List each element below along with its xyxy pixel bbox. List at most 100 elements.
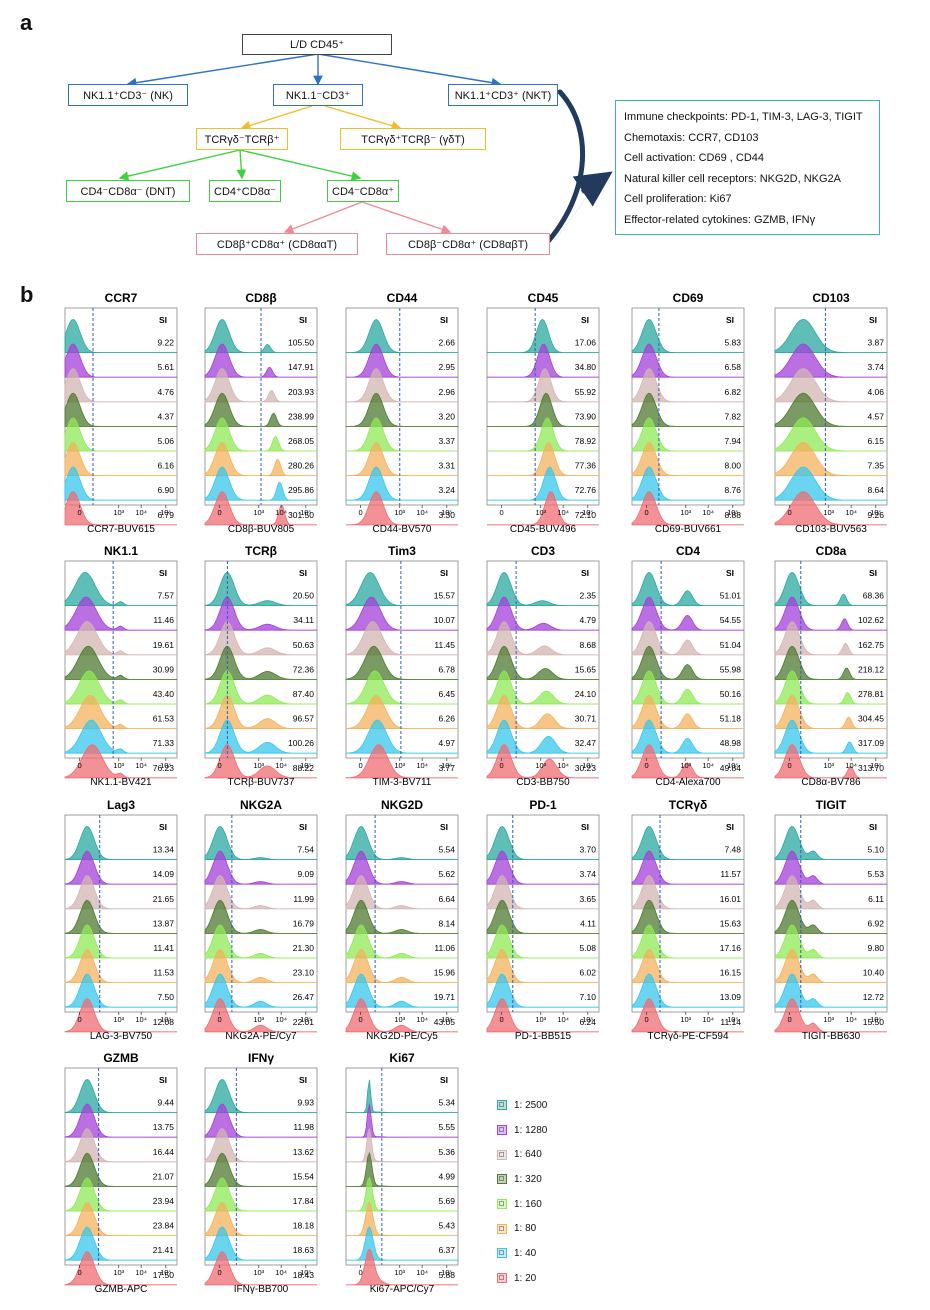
si-value: 105.50 [288, 338, 314, 348]
si-value: 21.07 [153, 1171, 175, 1181]
si-value: 15.65 [575, 664, 597, 674]
x-tick-label: 10³ [823, 1015, 834, 1024]
gate-nk: NK1.1⁺CD3⁻ (NK) [68, 84, 188, 106]
si-header: SI [299, 568, 307, 578]
x-tick-label: 0 [787, 1015, 791, 1024]
si-value: 11.46 [153, 615, 174, 625]
x-tick-label: 0 [217, 1015, 221, 1024]
si-value: 6.90 [157, 485, 174, 495]
x-tick-label: 10³ [535, 1015, 546, 1024]
si-value: 3.20 [438, 411, 455, 421]
plot-frame [64, 814, 178, 1013]
gate-cd4: CD4⁺CD8α⁻ [209, 180, 281, 202]
gate-live-cd45: L/D CD45⁺ [242, 34, 392, 55]
legend-label: 1: 40 [514, 1247, 537, 1259]
x-tick-label: 10³ [535, 761, 546, 770]
legend-label: 1: 20 [514, 1272, 537, 1284]
si-value: 11.06 [434, 943, 455, 953]
si-value: 72.10 [575, 510, 597, 520]
si-value: 72.36 [293, 664, 315, 674]
legend-label: 1: 80 [514, 1223, 537, 1235]
plot-frame [204, 1067, 318, 1266]
x-tick-label: 10⁵ [441, 1268, 452, 1277]
x-tick-label: 10⁵ [870, 761, 881, 770]
gate-tcrb: TCRγδ⁻TCRβ⁺ [196, 128, 288, 150]
si-value: 21.30 [293, 943, 315, 953]
si-value: 49.84 [720, 763, 742, 773]
si-value: 8.76 [724, 485, 741, 495]
si-value: 26.47 [293, 992, 315, 1002]
si-value: 5.61 [157, 362, 174, 372]
si-header: SI [581, 568, 589, 578]
x-tick-label: 10³ [823, 761, 834, 770]
plot-frame [486, 560, 600, 759]
si-value: 22.01 [293, 1017, 315, 1027]
histogram-panel: Ki67 SI 5.34 5.55 5.36 4.99 5.69 5.43 6.37 5.88 0 1… [345, 1051, 459, 1295]
si-value: 4.76 [157, 387, 174, 397]
gate-dnt: CD4⁻CD8α⁻ (DNT) [66, 180, 190, 202]
si-value: 5.06 [157, 436, 174, 446]
x-tick-label: 10³ [394, 1015, 405, 1024]
si-header: SI [726, 568, 734, 578]
x-axis-label: CD45-BUV496 [510, 524, 577, 535]
si-value: 6.02 [579, 968, 596, 978]
si-value: 96.57 [293, 714, 315, 724]
x-tick-label: 0 [358, 1268, 362, 1277]
x-axis-label: LAG-3-BV750 [90, 1031, 153, 1042]
x-tick-label: 10³ [113, 1268, 124, 1277]
histogram-title: TCRβ [245, 544, 277, 558]
si-value: 24.10 [575, 689, 597, 699]
si-value: 51.01 [720, 591, 742, 601]
si-value: 11.99 [293, 894, 314, 904]
plot-frame [204, 560, 318, 759]
si-value: 6.15 [867, 436, 884, 446]
si-value: 8.68 [579, 640, 596, 650]
x-tick-label: 10⁴ [275, 1268, 287, 1277]
si-value: 7.82 [724, 411, 741, 421]
si-value: 6.82 [724, 387, 741, 397]
si-value: 16.79 [293, 918, 315, 928]
x-axis-label: Ki67-APC/Cy7 [370, 1284, 435, 1295]
si-value: 7.54 [297, 845, 314, 855]
si-value: 73.90 [575, 411, 597, 421]
x-tick-label: 10⁵ [441, 1015, 452, 1024]
si-value: 23.94 [153, 1196, 175, 1206]
si-value: 4.37 [157, 411, 174, 421]
x-tick-label: 10⁵ [727, 761, 738, 770]
histogram-title: CD4 [676, 544, 700, 558]
x-tick-label: 10⁴ [845, 1015, 857, 1024]
si-value: 11.45 [434, 640, 455, 650]
si-value: 5.08 [579, 943, 596, 953]
si-value: 6.11 [868, 894, 884, 904]
si-value: 317.09 [858, 738, 884, 748]
x-tick-label: 10⁴ [275, 761, 287, 770]
si-value: 14.09 [153, 869, 175, 879]
x-tick-label: 10⁵ [582, 761, 593, 770]
si-header: SI [159, 1075, 167, 1085]
si-value: 8.64 [867, 485, 884, 495]
x-tick-label: 0 [77, 508, 81, 517]
x-tick-label: 10³ [535, 508, 546, 517]
si-value: 9.22 [157, 338, 174, 348]
si-header: SI [159, 315, 167, 325]
si-value: 3.77 [438, 763, 455, 773]
x-tick-label: 10⁴ [845, 508, 857, 517]
si-value: 4.11 [580, 918, 596, 928]
si-value: 43.05 [434, 1017, 456, 1027]
histogram-trace [346, 1128, 458, 1163]
x-tick-label: 10³ [394, 508, 405, 517]
marker-line: Cell activation: CD69 , CD44 [624, 152, 765, 164]
si-value: 13.62 [293, 1147, 315, 1157]
x-tick-label: 10⁴ [557, 1015, 569, 1024]
si-value: 3.74 [579, 869, 596, 879]
si-value: 13.09 [720, 992, 742, 1002]
si-value: 9.93 [297, 1098, 314, 1108]
si-header: SI [159, 822, 167, 832]
legend-label: 1: 640 [514, 1149, 542, 1161]
si-value: 23.10 [293, 968, 315, 978]
si-value: 11.41 [153, 943, 174, 953]
si-value: 10.40 [863, 968, 885, 978]
x-tick-label: 10⁵ [727, 1015, 738, 1024]
si-value: 3.31 [438, 461, 455, 471]
si-value: 5.55 [438, 1122, 455, 1132]
